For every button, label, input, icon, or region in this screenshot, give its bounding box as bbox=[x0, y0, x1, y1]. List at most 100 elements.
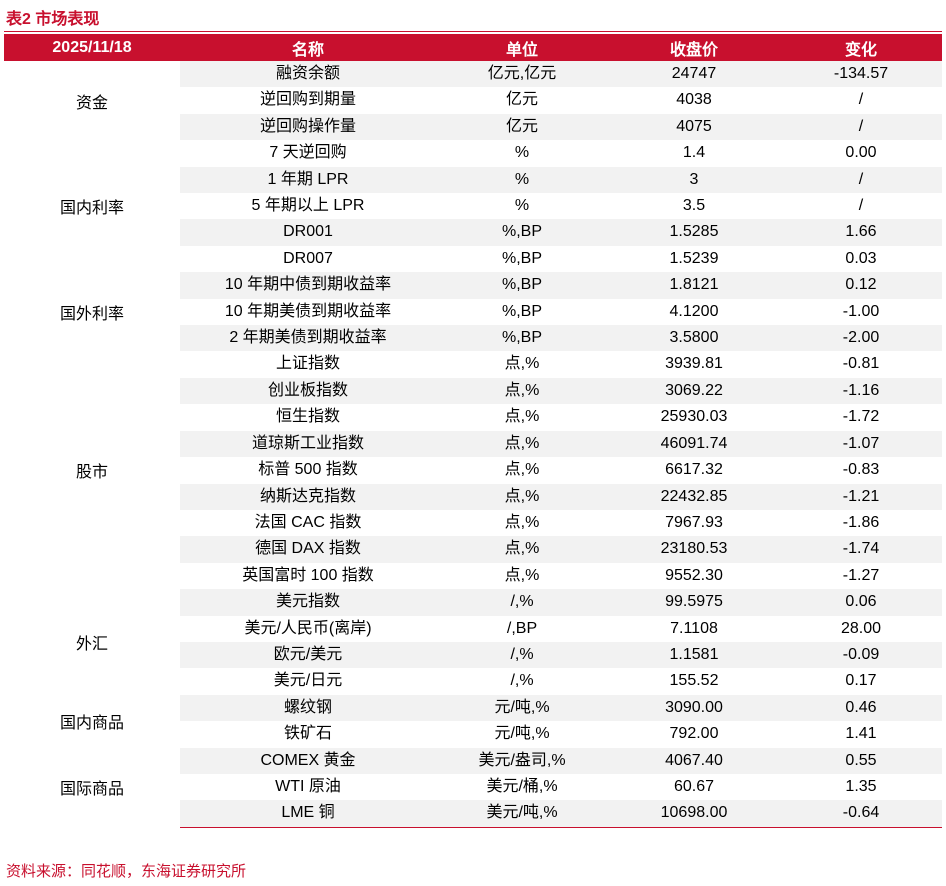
name-cell: 2 年期美债到期收益率 bbox=[180, 325, 436, 352]
close-cell: 22432.85 bbox=[608, 483, 780, 510]
unit-cell: 点,% bbox=[504, 408, 540, 426]
category-cell: 国外利率 bbox=[4, 272, 180, 352]
close-cell: 3 bbox=[608, 166, 780, 194]
change-cell: 0.06 bbox=[780, 589, 942, 616]
close-cell: 99.5975 bbox=[608, 589, 780, 616]
table-row: 铁矿石 元/吨,% 792.00 1.41 bbox=[4, 721, 942, 747]
table-row: 英国富时 100 指数 点,% 9552.30 -1.27 bbox=[4, 563, 942, 589]
close-cell: 1.4 bbox=[682, 144, 706, 162]
close-cell: 4075 bbox=[608, 113, 780, 141]
table-row: 纳斯达克指数 点,% 22432.85 -1.21 bbox=[4, 483, 942, 510]
change-cell: 0.00 bbox=[845, 144, 877, 162]
table-row: 欧元/美元/,% 1.1581 -0.09 bbox=[4, 641, 942, 669]
change-cell: -1.00 bbox=[842, 302, 880, 320]
unit-cell: 点,% bbox=[504, 355, 540, 373]
close-cell: 10698.00 bbox=[608, 800, 780, 828]
name-cell: 螺纹钢 bbox=[180, 694, 436, 722]
name-cell: 欧元/美元 bbox=[180, 641, 436, 669]
name-cell: 美元/日元 bbox=[273, 672, 343, 690]
name-cell: 标普 500 指数 bbox=[258, 461, 358, 479]
name-cell: DR007 bbox=[283, 249, 333, 267]
source-note: 资料来源：同花顺，东海证券研究所 bbox=[6, 863, 247, 880]
table-row: 国内商品 螺纹钢 元/吨,% 3090.00 0.46 bbox=[4, 694, 942, 748]
table-row: 资金 融资余额 亿元,亿元 24747 -134.57 bbox=[4, 61, 942, 141]
header-close: 收盘价 bbox=[608, 34, 780, 61]
change-cell: / bbox=[780, 113, 942, 141]
header-name: 名称 bbox=[180, 34, 436, 61]
unit-cell: %,BP bbox=[436, 219, 608, 246]
name-cell: 5 年期以上 LPR bbox=[251, 197, 365, 215]
close-cell: 3939.81 bbox=[665, 355, 723, 373]
close-cell: 1.5285 bbox=[608, 219, 780, 246]
change-cell: -0.09 bbox=[780, 641, 942, 669]
change-cell: 0.55 bbox=[780, 747, 942, 774]
change-cell: -1.07 bbox=[780, 430, 942, 458]
change-cell: -1.72 bbox=[842, 408, 880, 426]
table-row: 国际商品 COMEX 黄金 美元/盎司,% 4067.40 0.55 bbox=[4, 747, 942, 828]
name-cell: 纳斯达克指数 bbox=[180, 483, 436, 510]
close-cell: 24747 bbox=[608, 61, 780, 88]
unit-cell: % bbox=[436, 166, 608, 194]
unit-cell: 点,% bbox=[436, 430, 608, 458]
table-row: WTI 原油 美元/桶,% 60.67 1.35 bbox=[4, 774, 942, 800]
header-change: 变化 bbox=[780, 34, 942, 61]
close-cell: 1.1581 bbox=[608, 641, 780, 669]
change-cell: / bbox=[858, 91, 864, 109]
unit-cell: 点,% bbox=[436, 377, 608, 405]
table-row: 股市 上证指数 点,% 3939.81 -0.81 bbox=[4, 351, 942, 590]
unit-cell: /,BP bbox=[506, 619, 538, 637]
table-row: 逆回购到期量 亿元 4038 / bbox=[4, 87, 942, 113]
unit-cell: 点,% bbox=[504, 513, 540, 531]
change-cell: -1.74 bbox=[780, 536, 942, 563]
market-table: 2025/11/18 名称 单位 收盘价 变化 资金 融资余额 亿元,亿元 24747… bbox=[4, 34, 942, 828]
table-row: 道琼斯工业指数 点,% 46091.74 -1.07 bbox=[4, 430, 942, 458]
table-row: 逆回购操作量 亿元 4075/ bbox=[4, 113, 942, 141]
table-row: 创业板指数 点,% 3069.22 -1.16 bbox=[4, 377, 942, 405]
unit-cell: %,BP bbox=[436, 325, 608, 352]
category-cell: 国内利率 bbox=[4, 140, 180, 273]
change-cell: / bbox=[780, 166, 942, 194]
name-cell: 融资余额 bbox=[180, 61, 436, 88]
table-row: 标普 500 指数 点,% 6617.32 -0.83 bbox=[4, 457, 942, 483]
close-cell: 3090.00 bbox=[608, 694, 780, 722]
close-cell: 9552.30 bbox=[665, 566, 723, 584]
unit-cell: 点,% bbox=[504, 461, 540, 479]
unit-cell: 亿元 bbox=[436, 113, 608, 141]
table-row: 美元/日元 /,% 155.52 0.17 bbox=[4, 668, 942, 694]
table-body: 资金 融资余额 亿元,亿元 24747 -134.57 逆回购到期量 亿元 4038/逆回购操… bbox=[4, 61, 942, 828]
change-cell: 0.46 bbox=[780, 694, 942, 722]
table-row: DR001 %,BP 1.5285 1.66 bbox=[4, 219, 942, 246]
close-cell: 1.5239 bbox=[669, 249, 719, 267]
name-cell: 英国富时 100 指数 bbox=[242, 566, 374, 584]
category-cell: 外汇 bbox=[4, 589, 180, 695]
table-row: 1 年期 LPR% 3/ bbox=[4, 166, 942, 194]
table-row: 德国 DAX 指数 点,% 23180.53 -1.74 bbox=[4, 536, 942, 563]
unit-cell: /,% bbox=[436, 641, 608, 669]
close-cell: 4067.40 bbox=[608, 747, 780, 774]
close-cell: 4038 bbox=[676, 91, 712, 109]
unit-cell: 美元/桶,% bbox=[486, 777, 558, 795]
name-cell: 法国 CAC 指数 bbox=[254, 513, 362, 531]
name-cell: 铁矿石 bbox=[283, 725, 332, 743]
name-cell: 创业板指数 bbox=[180, 377, 436, 405]
close-cell: 3.5 bbox=[682, 197, 706, 215]
name-cell: 德国 DAX 指数 bbox=[180, 536, 436, 563]
name-cell: 10 年期美债到期收益率 bbox=[224, 302, 392, 320]
table-row: 5 年期以上 LPR% 3.5 / bbox=[4, 193, 942, 219]
change-cell: / bbox=[858, 197, 864, 215]
name-cell: DR001 bbox=[180, 219, 436, 246]
table-row: 国外利率 10 年期中债到期收益率 %,BP 1.8121 0.12 bbox=[4, 272, 942, 352]
change-cell: -1.16 bbox=[780, 377, 942, 405]
change-cell: -1.86 bbox=[842, 513, 880, 531]
table-row: 外汇 美元指数/,% 99.5975 0.06 bbox=[4, 589, 942, 695]
name-cell: 美元指数 bbox=[180, 589, 436, 616]
change-cell: 1.41 bbox=[845, 725, 877, 743]
unit-cell: 亿元 bbox=[505, 91, 538, 109]
change-cell: -0.81 bbox=[842, 355, 880, 373]
change-cell: 28.00 bbox=[840, 619, 882, 637]
name-cell: 逆回购到期量 bbox=[259, 91, 356, 109]
close-cell: 155.52 bbox=[669, 672, 719, 690]
unit-cell: %,BP bbox=[501, 249, 542, 267]
unit-cell: 亿元,亿元 bbox=[436, 61, 608, 88]
change-cell: 1.66 bbox=[780, 219, 942, 246]
